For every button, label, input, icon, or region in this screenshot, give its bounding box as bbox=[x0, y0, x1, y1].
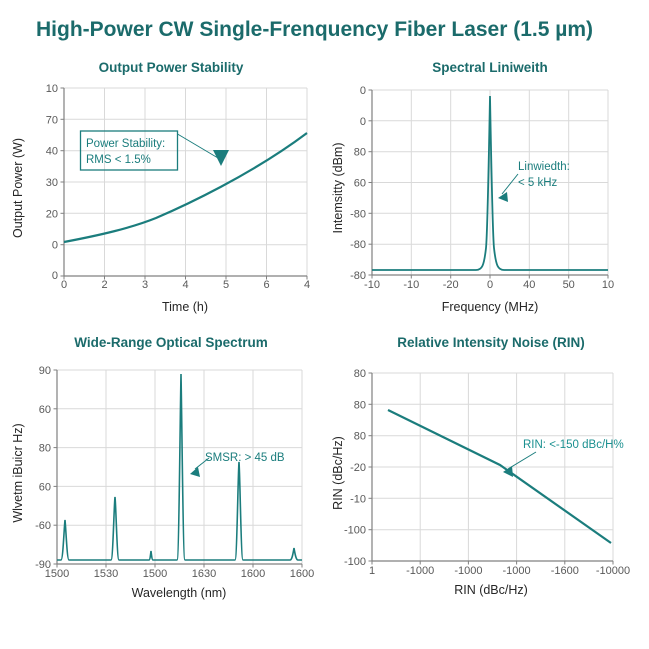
svg-text:5: 5 bbox=[223, 279, 229, 291]
svg-text:0: 0 bbox=[52, 270, 58, 282]
svg-text:0: 0 bbox=[61, 279, 67, 291]
svg-text:0: 0 bbox=[52, 240, 58, 252]
svg-text:< 5 kHz: < 5 kHz bbox=[518, 177, 558, 189]
svg-text:10: 10 bbox=[46, 83, 58, 95]
svg-text:-10: -10 bbox=[350, 493, 366, 505]
svg-text:6: 6 bbox=[263, 279, 269, 291]
svg-text:1600: 1600 bbox=[290, 568, 314, 580]
svg-text:1630: 1630 bbox=[192, 568, 216, 580]
svg-text:-1000: -1000 bbox=[454, 565, 482, 577]
svg-text:Intemsitty (dBm): Intemsitty (dBm) bbox=[331, 143, 345, 234]
svg-text:0: 0 bbox=[360, 85, 366, 97]
svg-text:50: 50 bbox=[563, 279, 575, 291]
svg-text:90: 90 bbox=[39, 365, 51, 377]
svg-text:-10: -10 bbox=[364, 279, 380, 291]
svg-text:-100: -100 bbox=[344, 556, 366, 568]
svg-text:-60: -60 bbox=[35, 520, 51, 532]
svg-text:4: 4 bbox=[304, 279, 310, 291]
svg-text:Wide-Range Optical Spectrum: Wide-Range Optical Spectrum bbox=[74, 335, 267, 350]
svg-text:80: 80 bbox=[354, 431, 366, 443]
svg-text:80: 80 bbox=[354, 147, 366, 159]
svg-text:-1600: -1600 bbox=[551, 565, 579, 577]
svg-text:2: 2 bbox=[101, 279, 107, 291]
svg-text:-20: -20 bbox=[350, 462, 366, 474]
svg-text:-1000: -1000 bbox=[503, 565, 531, 577]
svg-text:Frequency (MHz): Frequency (MHz) bbox=[442, 300, 539, 314]
svg-text:60: 60 bbox=[39, 481, 51, 493]
svg-text:80: 80 bbox=[354, 368, 366, 380]
svg-text:Output Power (W): Output Power (W) bbox=[11, 138, 25, 238]
svg-text:10: 10 bbox=[602, 279, 614, 291]
svg-text:80: 80 bbox=[354, 399, 366, 411]
svg-text:Wavelength (nm): Wavelength (nm) bbox=[132, 586, 227, 600]
svg-text:60: 60 bbox=[39, 404, 51, 416]
svg-text:40: 40 bbox=[46, 146, 58, 158]
svg-text:3: 3 bbox=[142, 279, 148, 291]
svg-text:20: 20 bbox=[46, 208, 58, 220]
svg-text:1530: 1530 bbox=[94, 568, 118, 580]
svg-text:Linwiedth:: Linwiedth: bbox=[518, 161, 570, 173]
svg-text:1500: 1500 bbox=[45, 568, 69, 580]
svg-text:-10000: -10000 bbox=[596, 565, 630, 577]
svg-text:60: 60 bbox=[354, 178, 366, 190]
svg-text:1500: 1500 bbox=[143, 568, 167, 580]
svg-text:0: 0 bbox=[487, 279, 493, 291]
svg-text:-1000: -1000 bbox=[406, 565, 434, 577]
svg-text:-20: -20 bbox=[443, 279, 459, 291]
svg-text:RIN (dBc/Hz): RIN (dBc/Hz) bbox=[331, 436, 345, 510]
svg-text:80: 80 bbox=[39, 443, 51, 455]
svg-text:0: 0 bbox=[360, 116, 366, 128]
svg-text:-10: -10 bbox=[403, 279, 419, 291]
svg-text:Output Power Stability: Output Power Stability bbox=[99, 60, 244, 75]
svg-text:30: 30 bbox=[46, 177, 58, 189]
svg-text:1: 1 bbox=[369, 565, 375, 577]
svg-text:1600: 1600 bbox=[241, 568, 265, 580]
svg-text:SMSR: > 45 dB: SMSR: > 45 dB bbox=[205, 452, 285, 464]
svg-text:Time (h): Time (h) bbox=[162, 300, 208, 314]
svg-text:Power Stability:: Power Stability: bbox=[86, 138, 165, 150]
svg-text:-80: -80 bbox=[350, 208, 366, 220]
svg-text:4: 4 bbox=[182, 279, 188, 291]
svg-text:Wlvetm iBuicr Hz): Wlvetm iBuicr Hz) bbox=[11, 423, 25, 522]
svg-text:-100: -100 bbox=[344, 525, 366, 537]
svg-text:40: 40 bbox=[523, 279, 535, 291]
svg-text:RIN (dBc/Hz): RIN (dBc/Hz) bbox=[454, 583, 528, 597]
svg-text:Relative Intensity Noise (RIN): Relative Intensity Noise (RIN) bbox=[397, 335, 585, 350]
svg-text:-80: -80 bbox=[350, 239, 366, 251]
svg-text:RIN: <-150 dBc/H%: RIN: <-150 dBc/H% bbox=[523, 439, 624, 451]
svg-text:RMS < 1.5%: RMS < 1.5% bbox=[86, 154, 151, 166]
svg-text:Spectral Liniweith: Spectral Liniweith bbox=[432, 60, 548, 75]
svg-text:70: 70 bbox=[46, 114, 58, 126]
